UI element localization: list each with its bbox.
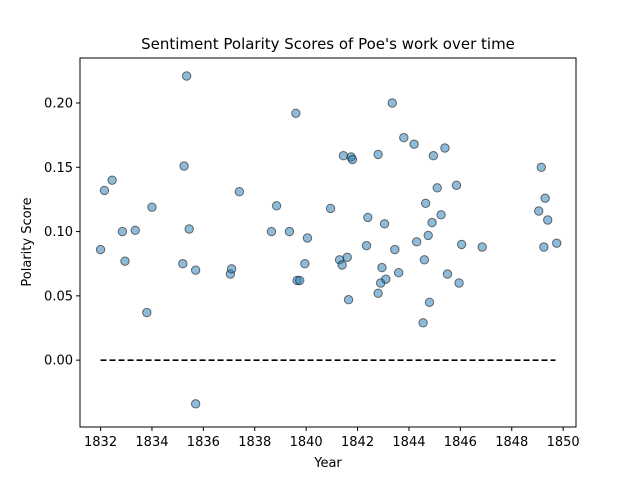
y-tick-label: 0.20: [44, 97, 73, 112]
scatter-point: [179, 161, 189, 171]
scatter-point: [540, 193, 550, 203]
scatter-point: [418, 318, 428, 328]
x-tick-label: 1832: [84, 435, 117, 450]
scatter-point: [120, 256, 130, 266]
x-tick-label: 1834: [135, 435, 168, 450]
points-layer: [95, 71, 562, 409]
scatter-point: [411, 237, 422, 247]
scatter-point: [300, 259, 310, 269]
scatter-point: [379, 219, 390, 229]
scatter-point: [147, 202, 157, 212]
y-axis-ticks: 0.00 0.05 0.10 0.15 0.20: [44, 97, 80, 369]
scatter-point: [451, 180, 462, 190]
scatter-point: [347, 154, 358, 165]
x-tick-label: 1836: [187, 435, 220, 450]
scatter-point: [423, 230, 433, 241]
scatter-point: [552, 238, 562, 248]
scatter-point: [337, 260, 347, 270]
x-tick-label: 1840: [290, 435, 323, 450]
scatter-point: [442, 269, 453, 279]
y-axis-label: Polarity Score: [20, 197, 35, 286]
scatter-point: [534, 206, 544, 216]
x-tick-label: 1844: [392, 435, 425, 450]
scatter-point: [440, 143, 450, 153]
scatter-point: [409, 139, 419, 149]
scatter-point: [234, 187, 245, 197]
scatter-point: [373, 288, 383, 298]
y-tick-label: 0.05: [44, 289, 73, 304]
scatter-point: [536, 162, 547, 172]
scatter-point: [419, 255, 430, 265]
scatter-point: [420, 198, 431, 208]
scatter-point: [424, 297, 435, 307]
scatter-point: [142, 307, 152, 318]
scatter-point: [117, 226, 128, 237]
x-tick-label: 1842: [341, 435, 374, 450]
scatter-point: [295, 275, 305, 286]
x-tick-label: 1838: [238, 435, 271, 450]
scatter-point: [381, 274, 391, 284]
scatter-point: [226, 264, 237, 274]
scatter-point: [184, 224, 194, 234]
scatter-point: [130, 225, 140, 235]
scatter-point: [390, 244, 400, 255]
scatter-point: [107, 175, 117, 185]
scatter-point: [284, 226, 295, 237]
scatter-point: [95, 244, 106, 255]
scatter-point: [338, 151, 349, 161]
scatter-point: [393, 268, 404, 278]
scatter-point: [432, 183, 442, 193]
scatter-point: [539, 242, 549, 252]
scatter-point: [387, 98, 397, 108]
scatter-point: [99, 185, 110, 196]
x-axis-ticks: 1832 1834 1836 1838 1840 1842 1844 1846 1848 1850: [84, 427, 580, 450]
scatter-point: [456, 239, 467, 250]
scatter-point: [377, 262, 387, 273]
y-tick-label: 0.10: [44, 225, 73, 240]
scatter-point: [361, 241, 372, 251]
x-axis-label: Year: [313, 456, 342, 471]
scatter-point: [427, 217, 437, 228]
axes-frame: [79, 57, 577, 428]
scatter-point: [363, 212, 373, 223]
y-tick-label: 0.00: [44, 354, 73, 369]
chart-title: Sentiment Polarity Scores of Poe's work …: [141, 35, 515, 53]
scatter-point: [477, 242, 487, 252]
scatter-point: [436, 210, 446, 220]
scatter-point: [190, 265, 201, 275]
x-tick-label: 1848: [495, 435, 528, 450]
scatter-point: [399, 133, 409, 143]
scatter-point: [291, 108, 301, 118]
scatter-point: [343, 295, 354, 305]
scatter-point: [181, 71, 192, 81]
plot-area: 1832 1834 1836 1838 1840 1842 1844 1846 1848 1850…: [44, 57, 580, 450]
x-tick-label: 1846: [444, 435, 477, 450]
scatter-point: [190, 399, 201, 409]
y-tick-label: 0.15: [44, 161, 73, 176]
scatter-point: [543, 215, 553, 225]
scatter-point: [342, 252, 352, 262]
scatter-point: [178, 259, 188, 269]
scatter-point: [428, 151, 439, 161]
scatter-point: [302, 233, 313, 243]
x-tick-label: 1850: [547, 435, 580, 450]
scatter-point: [271, 201, 282, 211]
scatter-point: [266, 226, 277, 237]
scatter-point: [454, 278, 464, 288]
scatter-point: [325, 203, 336, 214]
scatter-point: [373, 149, 383, 160]
